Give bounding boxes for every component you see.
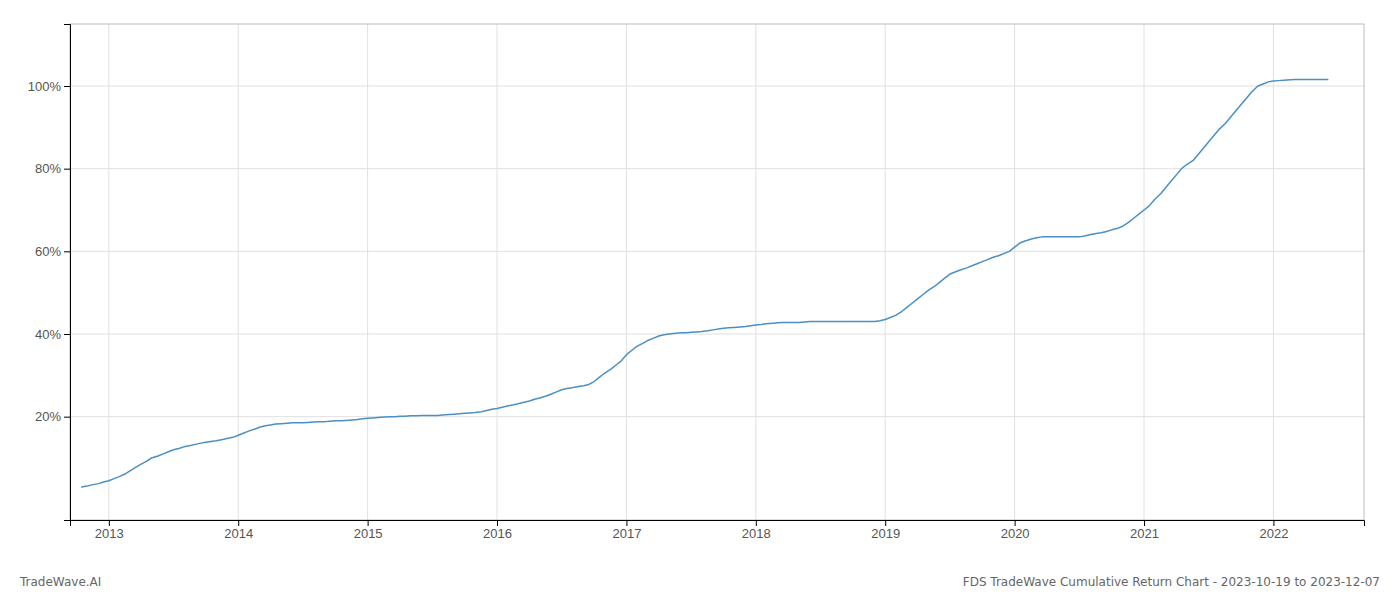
x-tick-label: 2013 — [95, 526, 124, 541]
y-grid-line — [70, 168, 1364, 169]
x-grid-line — [755, 24, 756, 520]
x-grid-line — [108, 24, 109, 520]
x-tick-label: 2022 — [1259, 526, 1288, 541]
x-tick: 2016 — [483, 520, 512, 541]
x-tick: 2015 — [354, 520, 383, 541]
x-tick-label: 2015 — [354, 526, 383, 541]
plot-frame — [70, 24, 1364, 520]
y-grid-line — [70, 334, 1364, 335]
y-tick-label: 40% — [35, 327, 61, 342]
x-tick-mark — [368, 520, 369, 526]
y-tick: 80% — [35, 161, 70, 176]
y-tick-label: 100% — [28, 79, 62, 94]
x-tick: 2022 — [1259, 520, 1288, 541]
y-axis: 20% 40% 60% 80% 100% — [28, 25, 71, 521]
x-grid-line — [1144, 24, 1145, 520]
line — [82, 79, 1328, 487]
x-tick-mark — [1015, 520, 1016, 526]
x-tick-label: 2021 — [1130, 526, 1159, 541]
footer: TradeWave.AI FDS TradeWave Cumulative Ret… — [19, 575, 1380, 589]
y-tick: 100% — [28, 79, 70, 94]
y-tick: 60% — [35, 244, 70, 259]
y-tick-mark — [64, 169, 70, 170]
annotation: TradeWave.AI — [19, 575, 101, 589]
x-axis-line — [71, 521, 1365, 527]
y-tick-label: 20% — [35, 409, 61, 424]
y-tick: 40% — [35, 327, 70, 342]
x-tick-label: 2016 — [483, 526, 512, 541]
x-tick-mark — [626, 520, 627, 526]
x-tick-mark — [885, 520, 886, 526]
chart: 2013 2014 2015 2016 2017 2018 2019 2020 2021 2022… — [0, 0, 1400, 600]
y-tick-mark — [64, 417, 70, 418]
x-tick: 2013 — [95, 520, 124, 541]
x-grid-line — [238, 24, 239, 520]
x-tick-label: 2020 — [1001, 526, 1030, 541]
x-tick: 2019 — [871, 520, 900, 541]
x-tick: 2021 — [1130, 520, 1159, 541]
x-tick: 2014 — [224, 520, 253, 541]
x-tick: 2020 — [1001, 520, 1030, 541]
plot-area: 2013 2014 2015 2016 2017 2018 2019 2020 2021 2022… — [28, 24, 1365, 541]
y-grid-line — [70, 86, 1364, 87]
x-tick-label: 2017 — [612, 526, 641, 541]
y-grid-line — [70, 251, 1364, 252]
x-tick: 2017 — [612, 520, 641, 541]
grid — [70, 24, 1364, 520]
y-tick: 20% — [35, 409, 70, 424]
x-tick-mark — [1273, 520, 1274, 526]
marks — [82, 79, 1328, 487]
y-tick-mark — [64, 251, 70, 252]
y-grid-line — [70, 416, 1364, 417]
y-tick-mark — [64, 86, 70, 87]
y-axis-line — [64, 25, 71, 521]
x-grid-line — [497, 24, 498, 520]
x-tick-label: 2018 — [742, 526, 771, 541]
x-grid-line — [1014, 24, 1015, 520]
x-tick-label: 2014 — [224, 526, 253, 541]
title: FDS TradeWave Cumulative Return Chart - … — [963, 575, 1380, 589]
x-tick-mark — [1144, 520, 1145, 526]
y-tick-mark — [64, 334, 70, 335]
y-tick-label: 80% — [35, 161, 61, 176]
x-grid-line — [885, 24, 886, 520]
x-grid-line — [367, 24, 368, 520]
x-tick-mark — [238, 520, 239, 526]
x-tick: 2018 — [742, 520, 771, 541]
x-tick-label: 2019 — [871, 526, 900, 541]
x-tick-mark — [497, 520, 498, 526]
x-tick-mark — [109, 520, 110, 526]
x-grid-line — [626, 24, 627, 520]
x-grid-line — [1273, 24, 1274, 520]
x-axis: 2013 2014 2015 2016 2017 2018 2019 2020 2021 2022 — [71, 520, 1365, 541]
x-tick-mark — [756, 520, 757, 526]
y-tick-label: 60% — [35, 244, 61, 259]
